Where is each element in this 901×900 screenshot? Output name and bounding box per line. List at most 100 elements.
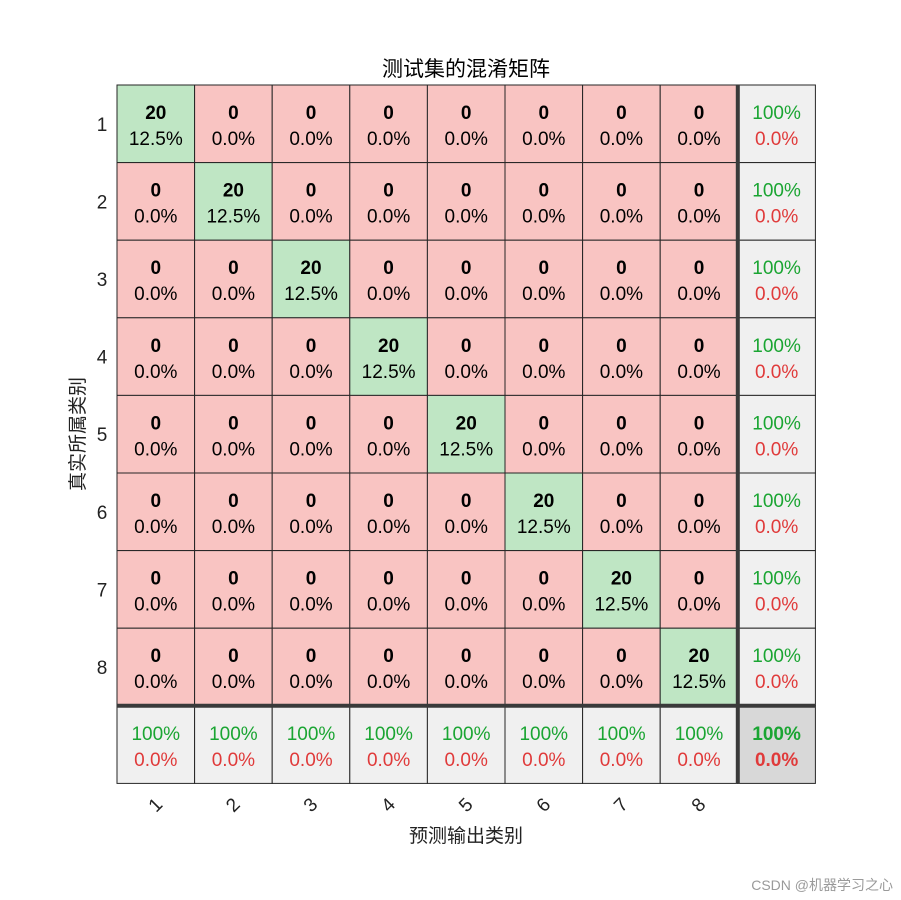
matrix-cell — [659, 627, 739, 707]
cell-count: 20 — [378, 336, 399, 357]
column-summary-cell — [582, 705, 661, 784]
column-summary-correct: 100% — [442, 724, 491, 745]
column-summary-wrong: 0.0% — [677, 750, 720, 771]
cell-count: 0 — [383, 413, 394, 434]
cell-count: 0 — [694, 181, 705, 202]
matrix-cell — [194, 550, 273, 629]
cell-count: 0 — [539, 646, 550, 667]
cell-percentage: 0.0% — [445, 517, 488, 538]
matrix-cell — [659, 84, 739, 164]
row-summary-correct: 100% — [752, 258, 801, 279]
x-axis-label: 预测输出类别 — [409, 825, 523, 847]
cell-count: 0 — [616, 491, 627, 512]
matrix-cell — [271, 472, 351, 552]
column-summary-cell — [116, 705, 196, 784]
cell-count: 0 — [694, 336, 705, 357]
chart-title: 测试集的混淆矩阵 — [382, 57, 550, 81]
matrix-cell — [271, 84, 351, 164]
cell-count: 0 — [228, 491, 239, 512]
x-tick-label: 5 — [455, 794, 477, 816]
cell-count: 0 — [151, 258, 162, 279]
overall-correct: 100% — [752, 724, 801, 745]
cell-count: 0 — [616, 181, 627, 202]
matrix-cell — [271, 317, 351, 396]
column-summary-correct: 100% — [364, 724, 413, 745]
cell-percentage: 0.0% — [677, 439, 720, 460]
cell-count: 0 — [306, 103, 317, 124]
cell-count: 0 — [151, 181, 162, 202]
matrix-cell — [426, 550, 506, 629]
row-summary-cell — [737, 239, 816, 319]
cell-count: 0 — [151, 336, 162, 357]
cell-percentage: 0.0% — [522, 595, 565, 616]
cell-count: 20 — [533, 491, 554, 512]
matrix-cell — [116, 550, 196, 629]
cell-count: 0 — [306, 491, 317, 512]
matrix-cell — [504, 239, 584, 319]
y-tick-label: 8 — [97, 658, 108, 679]
cell-percentage: 0.0% — [367, 439, 410, 460]
row-summary-correct: 100% — [752, 491, 801, 512]
cell-percentage: 12.5% — [206, 207, 260, 228]
cell-percentage: 0.0% — [677, 284, 720, 305]
row-summary-wrong: 0.0% — [755, 517, 798, 538]
cell-percentage: 0.0% — [289, 595, 332, 616]
row-summary-correct: 100% — [752, 181, 801, 202]
y-tick-label: 5 — [97, 425, 108, 446]
cell-percentage: 0.0% — [677, 129, 720, 150]
cell-percentage: 0.0% — [600, 439, 643, 460]
row-summary-correct: 100% — [752, 646, 801, 667]
row-summary-correct: 100% — [752, 103, 801, 124]
x-tick-label: 4 — [378, 794, 401, 817]
matrix-cell — [271, 394, 351, 474]
cell-percentage: 0.0% — [445, 672, 488, 693]
row-summary-cell — [737, 84, 816, 164]
matrix-cell — [426, 317, 506, 396]
row-summary-wrong: 0.0% — [755, 284, 798, 305]
cell-percentage: 0.0% — [212, 284, 255, 305]
cell-count: 0 — [461, 569, 472, 590]
column-summary-correct: 100% — [131, 724, 180, 745]
y-tick-label: 4 — [97, 348, 108, 369]
cell-count: 0 — [694, 491, 705, 512]
cell-count: 0 — [616, 258, 627, 279]
cell-percentage: 0.0% — [522, 284, 565, 305]
matrix-cell — [349, 162, 428, 241]
cell-count: 0 — [694, 413, 705, 434]
column-summary-correct: 100% — [597, 724, 646, 745]
cell-count: 0 — [616, 646, 627, 667]
cell-percentage: 0.0% — [677, 595, 720, 616]
matrix-cell — [582, 394, 661, 474]
matrix-cell — [194, 239, 273, 319]
cell-percentage: 0.0% — [677, 517, 720, 538]
matrix-cell — [426, 394, 506, 474]
row-summary-correct: 100% — [752, 336, 801, 357]
cell-percentage: 0.0% — [212, 595, 255, 616]
cell-percentage: 0.0% — [600, 284, 643, 305]
cell-percentage: 0.0% — [134, 517, 177, 538]
cell-count: 0 — [228, 103, 239, 124]
column-summary-correct: 100% — [675, 724, 724, 745]
cell-percentage: 0.0% — [212, 517, 255, 538]
x-tick-label: 6 — [533, 794, 555, 816]
cell-percentage: 0.0% — [134, 439, 177, 460]
column-summary-correct: 100% — [287, 724, 336, 745]
watermark: CSDN @机器学习之心 — [751, 877, 893, 893]
cell-percentage: 0.0% — [367, 129, 410, 150]
cell-count: 0 — [228, 569, 239, 590]
cell-percentage: 0.0% — [600, 362, 643, 383]
matrix-cell — [116, 84, 196, 164]
y-tick-label: 6 — [97, 503, 108, 524]
cell-count: 20 — [688, 646, 709, 667]
matrix-cell — [271, 627, 351, 707]
cell-count: 0 — [616, 103, 627, 124]
cell-count: 0 — [228, 258, 239, 279]
cell-count: 0 — [306, 181, 317, 202]
cell-count: 0 — [383, 646, 394, 667]
x-tick-label: 3 — [300, 794, 322, 816]
cell-count: 20 — [456, 413, 477, 434]
cell-percentage: 0.0% — [367, 207, 410, 228]
matrix-cells: 20 12.5% 0 0.0% 0 0.0% 0 0.0% 0 0.0% 0 0.0% 0 0.0% 0 0.… — [116, 84, 739, 707]
cell-percentage: 0.0% — [134, 595, 177, 616]
